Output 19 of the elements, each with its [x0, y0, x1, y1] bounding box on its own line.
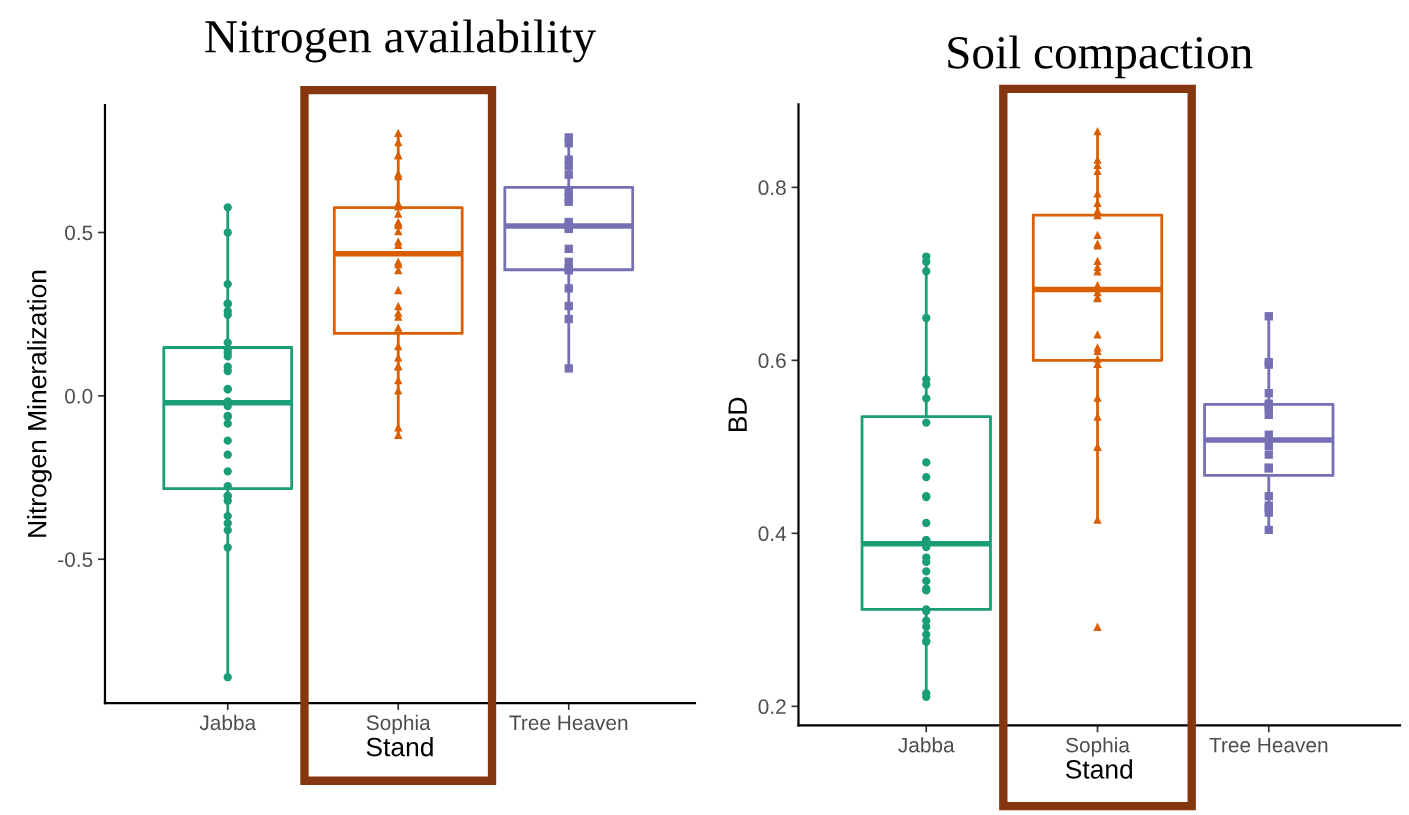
chart-title: Soil compaction: [948, 35, 1253, 79]
y-tick-label: 0.5: [65, 225, 93, 241]
y-tick-label: 0.4: [758, 526, 787, 542]
chart-title: Nitrogen availability: [205, 19, 596, 63]
x-tick-label: Tree Heaven: [1209, 737, 1328, 753]
x-tick-label: Jabba: [199, 714, 257, 731]
y-tick-label: 0.8: [758, 180, 786, 196]
x-tick-label: Jabba: [898, 737, 955, 753]
x-axis-title: Stand: [366, 737, 433, 757]
x-tick-label: Sophia: [366, 714, 431, 735]
x-tick-label: Tree Heaven: [509, 715, 628, 731]
x-tick-label: Sophia: [1066, 737, 1130, 757]
y-axis-title: Nitrogen Mineralization: [27, 270, 52, 537]
y-tick-label: -0.5: [58, 552, 93, 567]
y-tick-label: 0.6: [758, 353, 786, 369]
y-tick-label: 0.2: [758, 699, 786, 715]
x-axis-title: Stand: [1065, 759, 1133, 779]
y-axis-title: BD: [728, 397, 747, 431]
y-tick-label: 0.0: [65, 388, 93, 404]
